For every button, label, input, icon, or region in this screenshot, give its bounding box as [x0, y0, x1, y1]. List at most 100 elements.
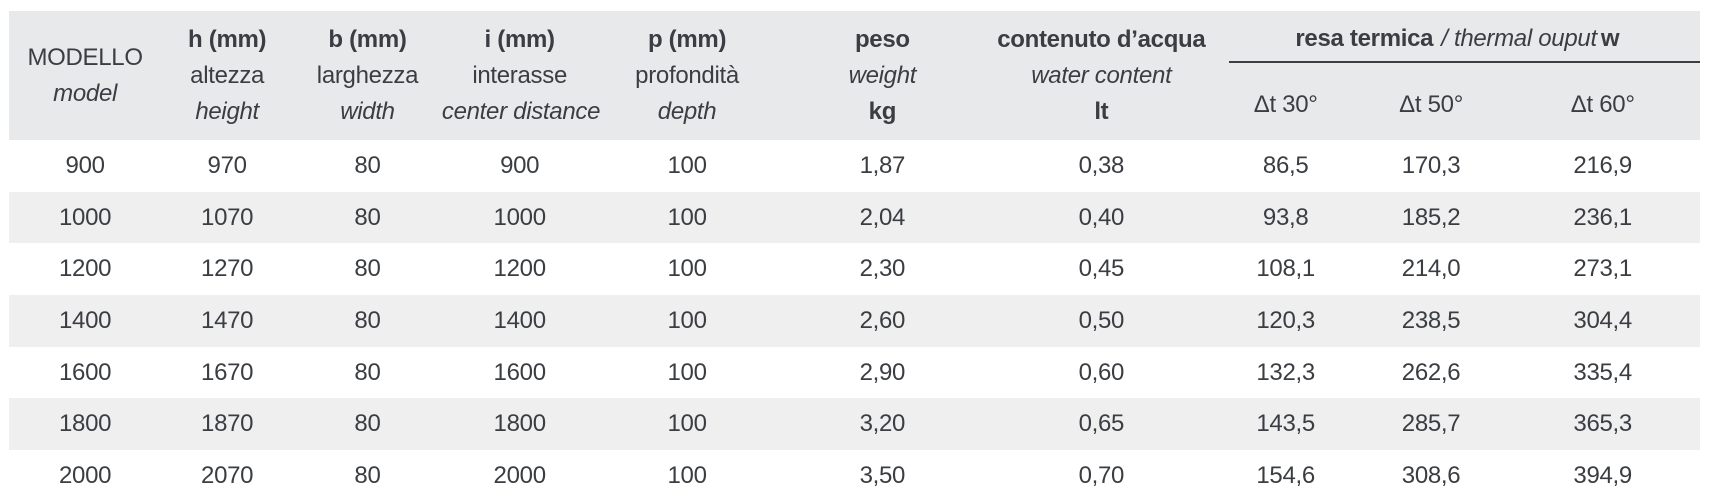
- table-cell: 0,65: [1078, 410, 1125, 438]
- table-cell: 394,9: [1573, 461, 1632, 489]
- table-cell: 308,6: [1401, 461, 1461, 489]
- group-title-resa-termica: resa termica / thermal ouput w: [1215, 21, 1700, 57]
- table-cell: 335,4: [1573, 358, 1632, 386]
- table-cell: 80: [354, 358, 381, 386]
- table-cell: 304,4: [1573, 306, 1632, 334]
- table-cell: 216,9: [1573, 151, 1632, 179]
- table-cell: 3,20: [859, 410, 906, 438]
- table-cell: 273,1: [1573, 255, 1632, 283]
- table-cell: 1800: [58, 410, 112, 438]
- table-cell: 2000: [58, 461, 112, 489]
- column-label-it-profondita: profondità: [635, 61, 739, 89]
- table-cell: 1870: [201, 410, 254, 438]
- table-cell: 170,3: [1401, 151, 1461, 179]
- column-header-i: i (mm) interasse center distance: [441, 11, 601, 140]
- column-subtitle-model: model: [53, 79, 118, 107]
- column-group-resa-termica: resa termica / thermal ouput w Δt 30° Δt 5…: [1215, 11, 1700, 140]
- column-header-dt60: Δt 60°: [1570, 91, 1635, 118]
- table-cell: 1000: [58, 203, 112, 231]
- column-label-it-larghezza: larghezza: [316, 61, 419, 89]
- table-cell: 238,5: [1401, 306, 1461, 334]
- column-code-peso: peso: [854, 25, 910, 53]
- table-cell: 100: [667, 358, 707, 386]
- table-cell: 1800: [493, 410, 547, 438]
- table-cell: 185,2: [1401, 203, 1461, 231]
- table-cell: 100: [667, 151, 707, 179]
- table-cell: 2,90: [859, 358, 906, 386]
- table-cell: 1270: [201, 255, 254, 283]
- table-row: 1000 1070 80 1000 100 2,04 0,40 93,8 185,2 236,1: [9, 191, 1700, 244]
- table-cell: 1400: [493, 306, 547, 334]
- table-cell: 970: [207, 151, 247, 179]
- column-header-contenuto-acqua: contenuto d’acqua water content lt: [988, 11, 1215, 140]
- table-cell: 100: [667, 461, 707, 489]
- column-label-en-height: height: [195, 97, 259, 125]
- column-header-b: b (mm) larghezza width: [293, 11, 442, 140]
- column-header-p: p (mm) profondità depth: [597, 11, 776, 140]
- table-cell: 120,3: [1256, 306, 1315, 334]
- table-cell: 900: [500, 151, 540, 179]
- table-row: 1200 1270 80 1200 100 2,30 0,45 108,1 214,0 273,1: [9, 243, 1700, 295]
- column-title-modello: MODELLO: [27, 43, 143, 71]
- table-cell: 1670: [201, 358, 254, 386]
- group-underline: [1228, 61, 1700, 63]
- table-cell: 0,40: [1078, 203, 1125, 231]
- group-title-en: / thermal ouput: [1441, 25, 1597, 52]
- table-cell: 80: [354, 255, 381, 283]
- table-cell: 100: [667, 410, 707, 438]
- table-cell: 1600: [493, 358, 547, 386]
- column-code-contenuto-acqua: contenuto d’acqua: [997, 25, 1206, 53]
- table-cell: 154,6: [1256, 461, 1315, 489]
- column-header-h: h (mm) altezza height: [161, 11, 293, 140]
- table-cell: 1600: [58, 358, 112, 386]
- column-label-en-depth: depth: [657, 97, 717, 125]
- column-code-p: p (mm): [647, 25, 727, 53]
- table-cell: 2000: [493, 461, 547, 489]
- table-cell: 1470: [201, 306, 254, 334]
- group-unit-w: w: [1600, 25, 1620, 52]
- group-subcolumns: Δt 30° Δt 50° Δt 60°: [1215, 87, 1700, 123]
- table-cell: 100: [667, 306, 707, 334]
- table-cell: 365,3: [1573, 410, 1632, 438]
- table-cell: 2,30: [859, 255, 906, 283]
- table-header: MODELLO model h (mm) altezza height b (m…: [9, 11, 1700, 140]
- table-cell: 108,1: [1256, 255, 1315, 283]
- table-cell: 80: [354, 410, 381, 438]
- table-row: 1600 1670 80 1600 100 2,90 0,60 132,3 262,6 335,4: [9, 347, 1700, 399]
- table-cell: 1200: [493, 255, 547, 283]
- table-row: 2000 2070 80 2000 100 3,50 0,70 154,6 308,6 394,9: [9, 450, 1700, 502]
- table-cell: 3,50: [859, 461, 906, 489]
- table-cell: 1200: [58, 255, 112, 283]
- column-code-b: b (mm): [328, 25, 407, 53]
- table-cell: 93,8: [1262, 203, 1309, 231]
- table-cell: 262,6: [1401, 358, 1461, 386]
- column-label-en-weight: weight: [848, 61, 917, 89]
- column-unit-lt: lt: [1094, 97, 1109, 125]
- table-cell: 1,87: [859, 151, 906, 179]
- table-row: 900 970 80 900 100 1,87 0,38 86,5 170,3 216,9: [9, 140, 1700, 192]
- table-cell: 0,50: [1078, 306, 1125, 334]
- table-cell: 80: [354, 203, 381, 231]
- group-title-it: resa termica: [1295, 25, 1434, 52]
- table-cell: 236,1: [1573, 203, 1632, 231]
- table-body: 900 970 80 900 100 1,87 0,38 86,5 170,3 216,9 1000…: [9, 140, 1700, 502]
- table-cell: 0,38: [1078, 151, 1125, 179]
- table-cell: 132,3: [1256, 358, 1315, 386]
- column-header-dt30: Δt 30°: [1253, 91, 1318, 118]
- table-cell: 100: [667, 255, 707, 283]
- table-cell: 2,04: [859, 203, 906, 231]
- column-header-dt50: Δt 50°: [1399, 91, 1463, 118]
- spec-table: MODELLO model h (mm) altezza height b (m…: [9, 11, 1700, 502]
- column-code-i: i (mm): [484, 25, 556, 53]
- column-label-en-center-distance: center distance: [441, 97, 601, 125]
- table-cell: 285,7: [1401, 410, 1461, 438]
- table-cell: 0,70: [1078, 461, 1125, 489]
- table-row: 1800 1870 80 1800 100 3,20 0,65 143,5 285,7 365,3: [9, 398, 1700, 451]
- table-row: 1400 1470 80 1400 100 2,60 0,50 120,3 238,5 304,4: [9, 295, 1700, 347]
- column-header-modello: MODELLO model: [9, 11, 161, 140]
- table-cell: 1070: [201, 203, 254, 231]
- table-cell: 143,5: [1256, 410, 1315, 438]
- column-header-peso: peso weight kg: [777, 11, 988, 140]
- column-label-en-water-content: water content: [1031, 61, 1172, 89]
- table-cell: 0,60: [1078, 358, 1125, 386]
